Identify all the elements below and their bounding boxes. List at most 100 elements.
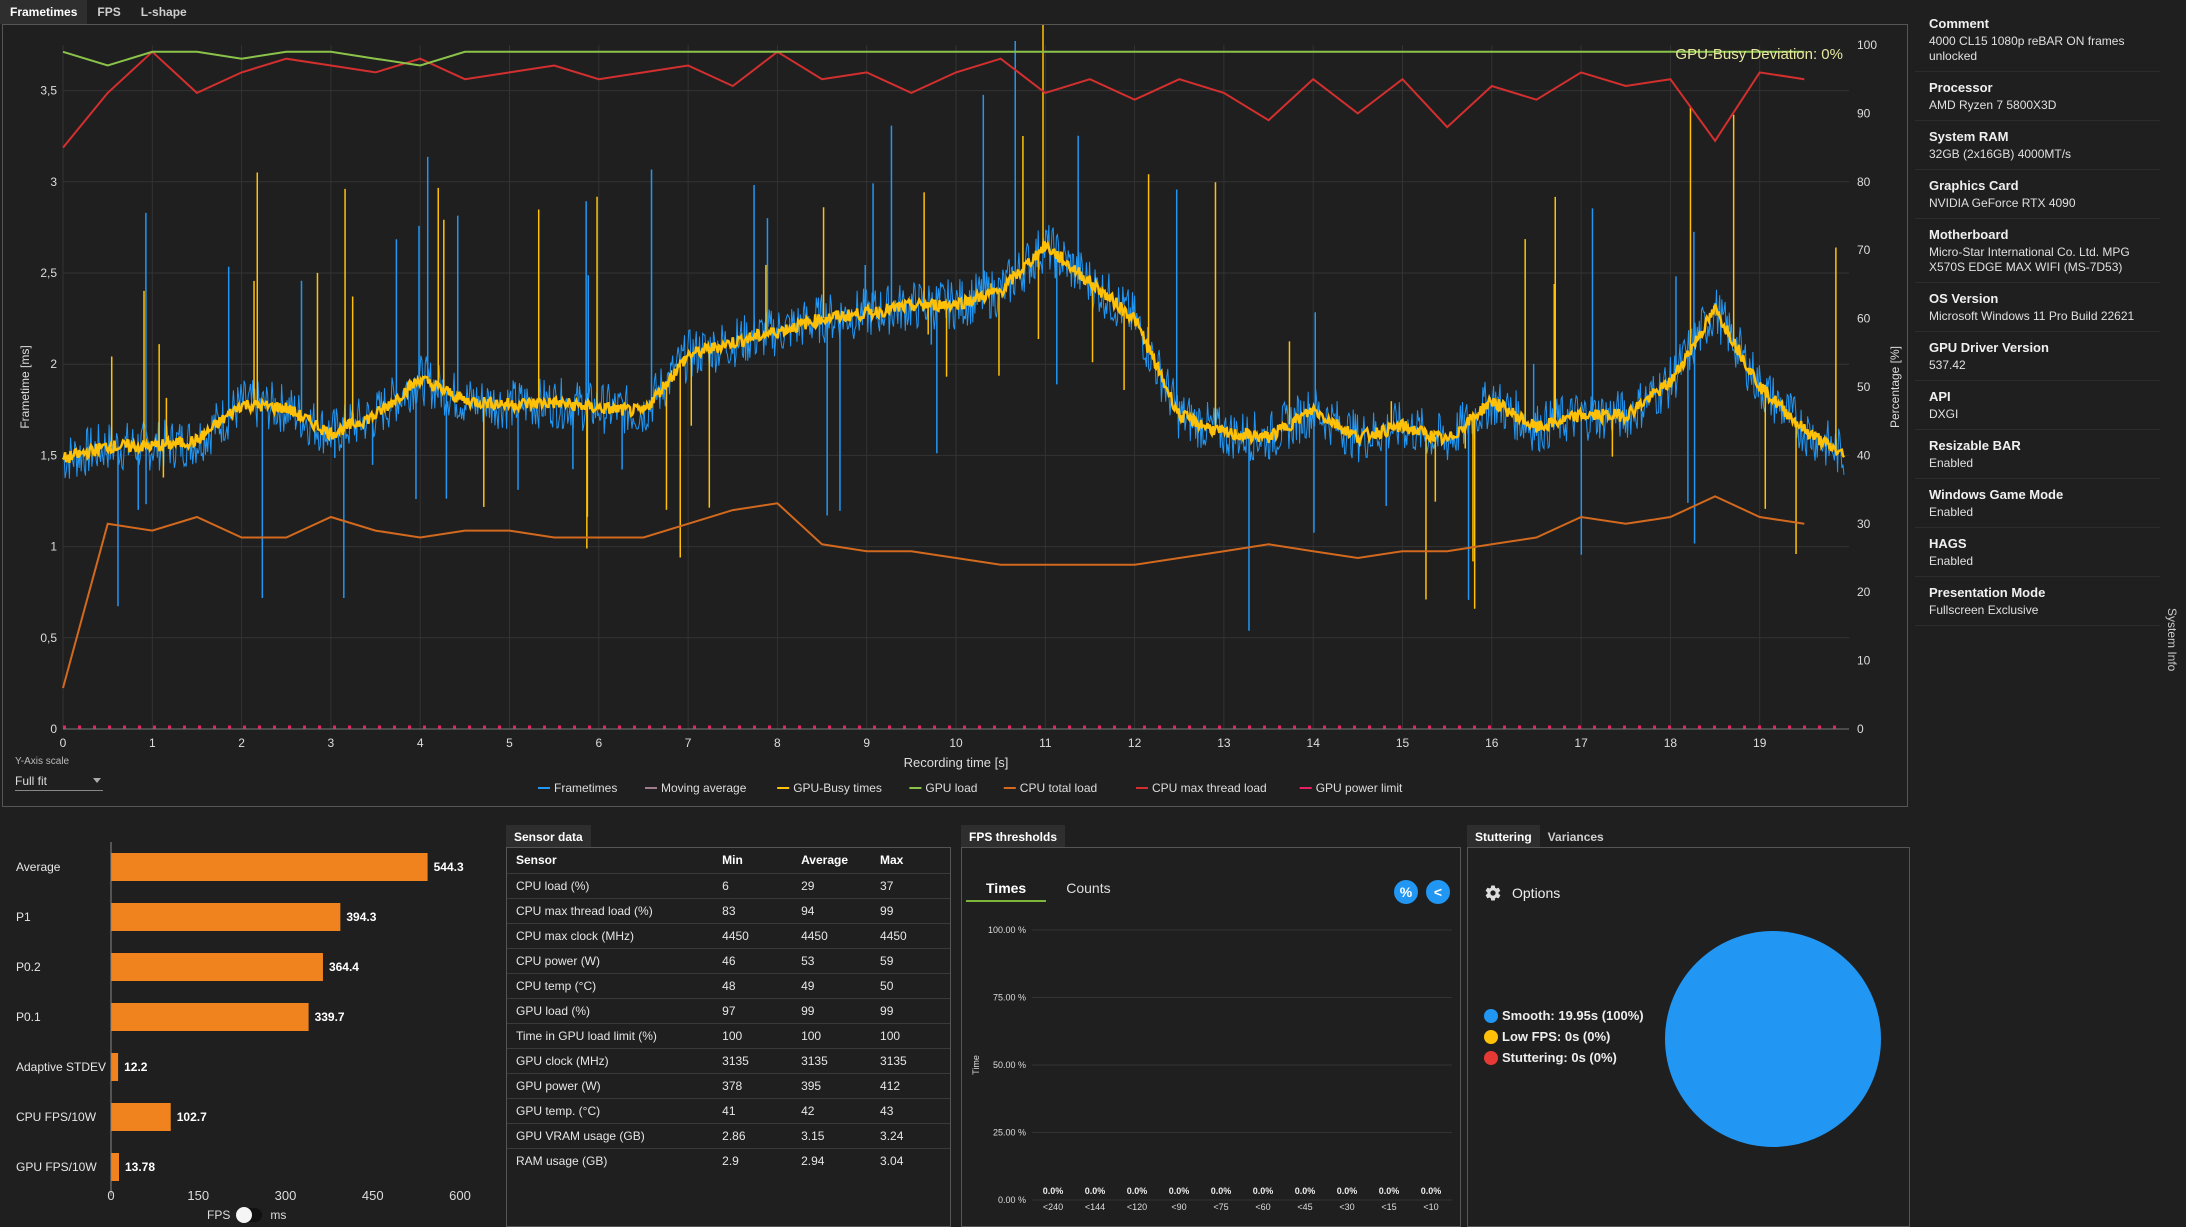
- bar-value-label: 339.7: [315, 1010, 345, 1024]
- subtab-times[interactable]: Times: [966, 874, 1047, 902]
- sensor-row: GPU clock (MHz) 3135 3135 3135: [507, 1047, 950, 1073]
- toggle-fps-label: FPS: [207, 1208, 231, 1222]
- sensor-cell: RAM usage (GB): [507, 1147, 714, 1173]
- sensor-cell: GPU load (%): [507, 997, 714, 1023]
- fps-metrics-bar-chart: Average 544.3 P1 394.3 P0.2 364.4 P0.1 339.7 Ada…: [0, 826, 500, 1227]
- gpu-busy-deviation-label: GPU-Busy Deviation: 0%: [1675, 46, 1843, 63]
- sysinfo-value: DXGI: [1929, 407, 1959, 421]
- sensor-cell: 2.86: [713, 1122, 793, 1148]
- sensor-cell: 6: [713, 872, 793, 898]
- threshold-value-label: 0.0%: [1169, 1186, 1190, 1196]
- x-tick-label: 3: [328, 736, 335, 750]
- x-tick-label: 1: [149, 736, 156, 750]
- stuttering-box: Options Smooth: 19.95s (100%) Low FPS: 0…: [1467, 847, 1910, 1227]
- fps-ms-toggle-row: FPS ms: [207, 1207, 286, 1223]
- legend-stuttering-label: Stuttering:: [1502, 1050, 1568, 1065]
- threshold-y-tick: 100.00 %: [988, 925, 1026, 935]
- sysinfo-value: 4000 CL15 1080p reBAR ON frames unlocked: [1929, 34, 2125, 63]
- bar-value-label: 364.4: [329, 960, 359, 974]
- sensor-row: CPU max thread load (%) 83 94 99: [507, 897, 950, 923]
- sensor-header-cell[interactable]: Sensor: [516, 853, 557, 868]
- sensor-header-cell[interactable]: Min: [722, 853, 743, 868]
- tab-sensor-data[interactable]: Sensor data: [506, 825, 591, 847]
- sysinfo-item: Resizable BAR Enabled: [1915, 430, 2160, 479]
- sensor-cell: 100: [792, 1022, 872, 1048]
- bar-x-tick-label: 300: [275, 1188, 297, 1203]
- x-tick-label: 11: [1039, 736, 1052, 750]
- y-left-axis-title: Frametime [ms]: [18, 345, 32, 428]
- y-right-tick-label: 10: [1857, 654, 1871, 668]
- legend-item: CPU total load: [1003, 781, 1097, 795]
- sensor-row: CPU load (%) 6 29 37: [507, 872, 950, 898]
- bar: [111, 1103, 171, 1131]
- legend-label: CPU total load: [1020, 781, 1097, 795]
- threshold-y-tick: 25.00 %: [993, 1128, 1026, 1138]
- threshold-value-label: 0.0%: [1043, 1186, 1064, 1196]
- threshold-category-label: <45: [1297, 1202, 1312, 1212]
- sensor-row: CPU temp (°C) 48 49 50: [507, 972, 950, 998]
- options-label: Options: [1512, 885, 1561, 901]
- tab-l-shape[interactable]: L-shape: [140, 5, 187, 19]
- chevron-down-icon: [93, 778, 101, 783]
- legend-label: GPU power limit: [1316, 781, 1403, 795]
- share-button[interactable]: <: [1426, 880, 1450, 904]
- legend-low-fps-label: Low FPS:: [1502, 1029, 1562, 1044]
- x-tick-label: 4: [417, 736, 424, 750]
- x-tick-label: 16: [1485, 736, 1499, 750]
- y-axis-scale-value: Full fit: [15, 774, 48, 788]
- x-tick-label: 10: [949, 736, 963, 750]
- sysinfo-value: 32GB (2x16GB) 4000MT/s: [1929, 147, 2072, 161]
- sysinfo-label: OS Version: [1929, 291, 1999, 306]
- tab-stuttering[interactable]: Stuttering: [1467, 825, 1540, 847]
- sensor-data-panel: Sensor data Sensor Min Average Max CPU load…: [506, 825, 951, 1227]
- fps-thresholds-box: Times Counts % < 0.00 % 25.00 % 50.00 % 75.…: [961, 847, 1461, 1227]
- x-tick-label: 0: [60, 736, 67, 750]
- low-fps-dot: [1484, 1029, 1498, 1044]
- threshold-category-label: <10: [1423, 1202, 1438, 1212]
- sysinfo-label: API: [1929, 389, 1951, 404]
- bar-category-label: Average: [16, 860, 61, 874]
- sensor-cell: 53: [792, 947, 872, 973]
- sysinfo-label: Comment: [1929, 16, 1989, 31]
- y-axis-scale-select[interactable]: Full fit: [15, 771, 103, 791]
- threshold-value-label: 0.0%: [1295, 1186, 1316, 1196]
- sensor-cell: 100: [713, 1022, 793, 1048]
- threshold-value-label: 0.0%: [1085, 1186, 1106, 1196]
- sensor-tab-bar: Sensor data: [506, 825, 591, 847]
- tab-fps[interactable]: FPS: [97, 5, 121, 19]
- y-left-tick-label: 2,5: [40, 266, 57, 280]
- bar: [111, 853, 428, 881]
- sensor-header-cell[interactable]: Average: [801, 853, 848, 868]
- threshold-category-label: <75: [1213, 1202, 1228, 1212]
- sensor-cell: 3.15: [792, 1122, 872, 1148]
- bar-category-label: CPU FPS/10W: [16, 1110, 97, 1124]
- tab-frametimes[interactable]: Frametimes: [0, 0, 88, 24]
- sysinfo-value: Enabled: [1929, 456, 1974, 470]
- legend-smooth-label: Smooth:: [1502, 1008, 1555, 1023]
- frametimes-chart[interactable]: 0 1 2 3 4 5 6 7 8 9 10 11 12 13 14 15 16 17 18 19 0 0,5 1 1,5 2 2…: [2, 24, 1908, 807]
- frametimes-chart-svg: 0 1 2 3 4 5 6 7 8 9 10 11 12 13 14 15 16 17 18 1900,511,522…: [18, 25, 1902, 795]
- sensor-row: CPU max clock (MHz) 4450 4450 4450: [507, 922, 950, 948]
- tab-fps-thresholds[interactable]: FPS thresholds: [961, 825, 1066, 847]
- sysinfo-label: Presentation Mode: [1929, 585, 2046, 600]
- sensor-cell: 46: [713, 947, 793, 973]
- sysinfo-label: System RAM: [1929, 129, 2009, 144]
- percent-button[interactable]: %: [1394, 880, 1418, 904]
- sysinfo-item: Motherboard Micro-Star International Co. …: [1915, 219, 2160, 283]
- sysinfo-label: Motherboard: [1929, 227, 2009, 242]
- fps-ms-toggle[interactable]: [236, 1207, 263, 1223]
- x-tick-label: 15: [1396, 736, 1410, 750]
- sensor-cell: 49: [792, 972, 872, 998]
- subtab-counts[interactable]: Counts: [1066, 880, 1111, 896]
- y-left-tick-label: 0: [50, 722, 57, 736]
- sysinfo-item: Graphics Card NVIDIA GeForce RTX 4090: [1915, 170, 2160, 219]
- threshold-value-label: 0.0%: [1421, 1186, 1442, 1196]
- system-info-side-tab[interactable]: System Info: [2160, 608, 2186, 688]
- options-button[interactable]: Options: [1484, 884, 1560, 902]
- threshold-category-label: <120: [1127, 1202, 1147, 1212]
- fps-thresholds-tab-bar: FPS thresholds: [961, 825, 1066, 847]
- fps-thresholds-chart-svg: 0.00 % 25.00 % 50.00 % 75.00 % 100.00 % Time 0…: [971, 925, 1452, 1212]
- sensor-header-cell[interactable]: Max: [880, 853, 904, 868]
- sysinfo-item: Presentation Mode Fullscreen Exclusive: [1915, 577, 2160, 626]
- tab-variances[interactable]: Variances: [1547, 830, 1604, 844]
